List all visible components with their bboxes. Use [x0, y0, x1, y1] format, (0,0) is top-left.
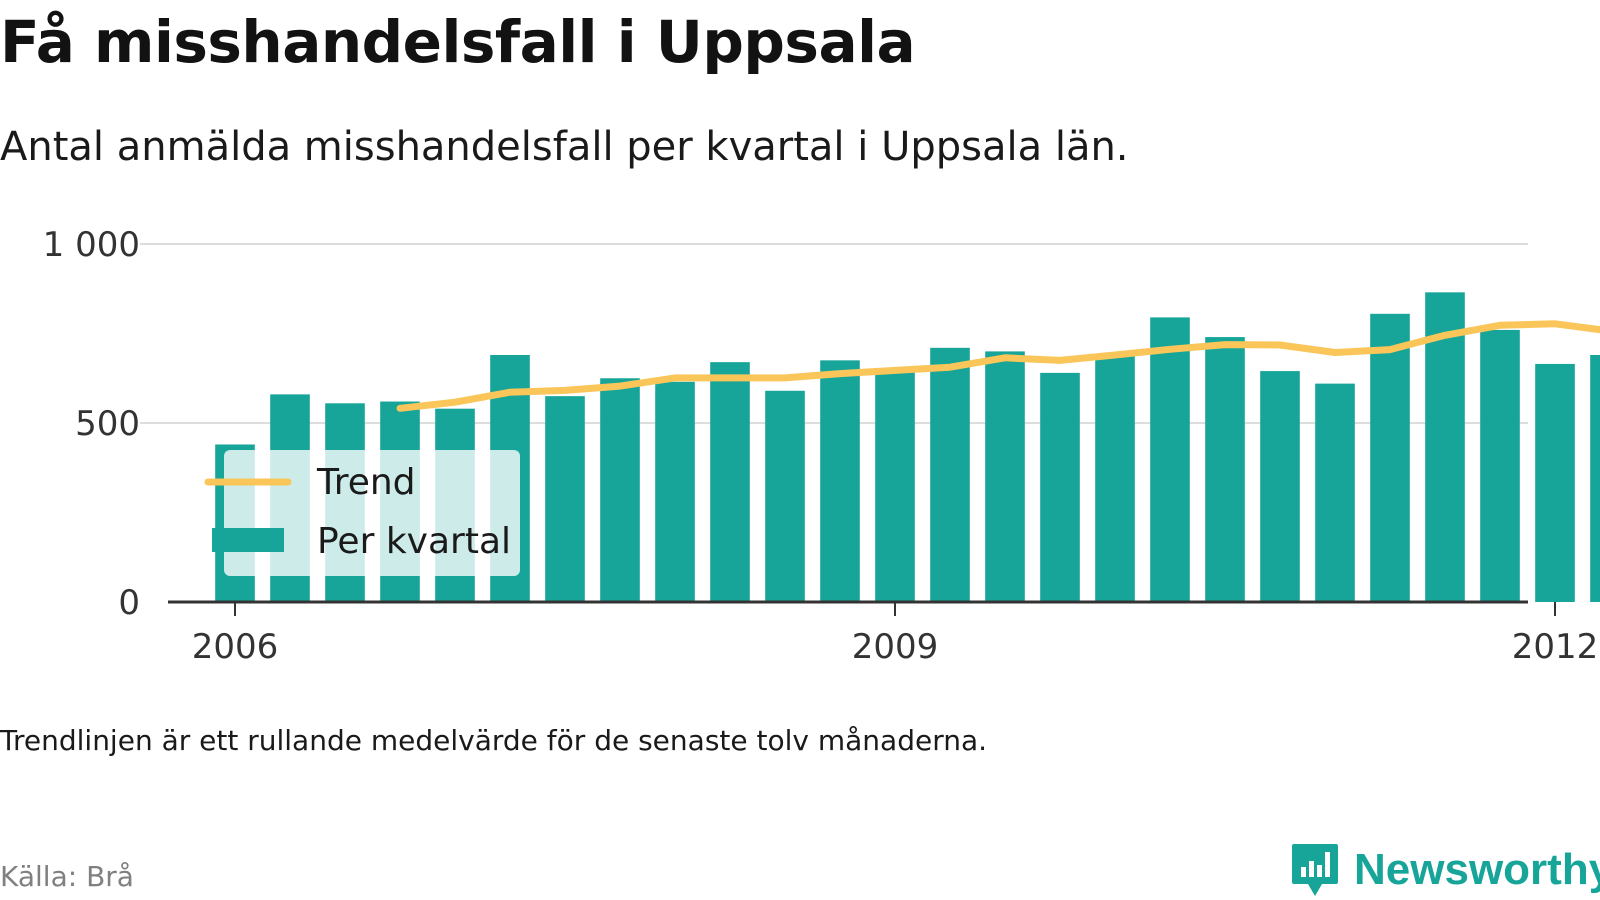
- bar: [1315, 383, 1355, 602]
- bar: [985, 351, 1025, 602]
- chart-subtitle: Antal anmälda misshandelsfall per kvarta…: [0, 124, 1129, 170]
- bar: [1590, 354, 1600, 602]
- y-tick-label: 500: [75, 404, 140, 444]
- y-tick-label: 1 000: [43, 225, 140, 265]
- chart-title: Få misshandelsfall i Uppsala: [0, 8, 916, 76]
- bar: [710, 362, 750, 602]
- bar: [600, 378, 640, 602]
- legend-box: [224, 450, 520, 576]
- legend-label-trend: Trend: [316, 462, 416, 503]
- bar: [1480, 329, 1520, 602]
- bar: [1205, 337, 1245, 602]
- bar: [1425, 292, 1465, 602]
- bar: [545, 396, 585, 602]
- footnote: Trendlinjen är ett rullande medelvärde f…: [0, 724, 988, 757]
- bar: [1150, 317, 1190, 602]
- x-tick-label: 2006: [192, 627, 279, 667]
- source-label: Källa: Brå: [0, 860, 134, 893]
- bar: [765, 390, 805, 602]
- bar: [1095, 354, 1135, 602]
- bar: [655, 381, 695, 602]
- bar: [1370, 313, 1410, 602]
- brand-name: Newsworthy: [1354, 845, 1600, 894]
- brand-logo[interactable]: Newsworthy: [1290, 842, 1600, 898]
- bar: [875, 369, 915, 602]
- legend-bar-swatch: [212, 528, 284, 552]
- y-tick-label: 0: [118, 583, 140, 623]
- bar: [1040, 372, 1080, 602]
- legend-label-per-kvartal: Per kvartal: [317, 521, 511, 562]
- bar-chart-chat-logo-icon: [1292, 844, 1338, 896]
- bar: [820, 360, 860, 602]
- bar: [930, 347, 970, 602]
- x-tick-label: 2012: [1512, 627, 1599, 667]
- x-tick-label: 2009: [852, 627, 939, 667]
- bar: [1260, 371, 1300, 602]
- bar: [1535, 363, 1575, 602]
- trend-line: [396, 320, 1600, 412]
